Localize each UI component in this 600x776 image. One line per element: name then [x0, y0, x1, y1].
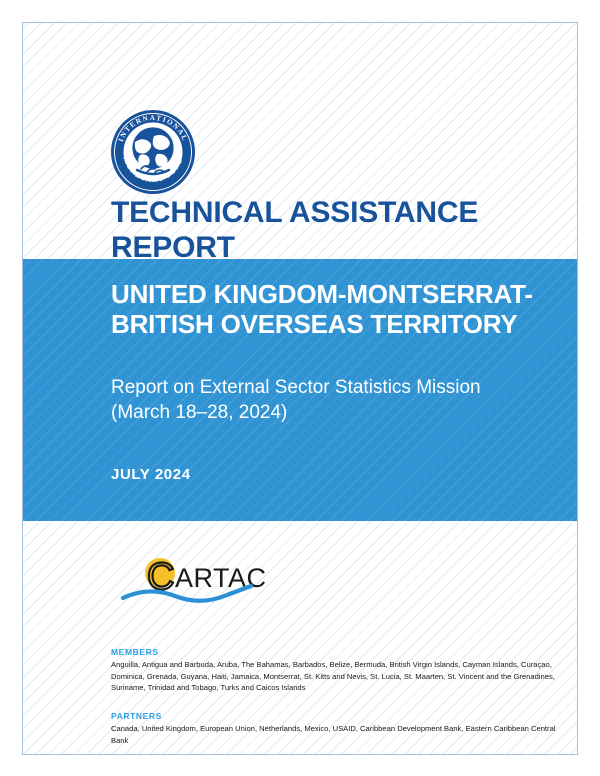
partners-list: Canada, United Kingdom, European Union, …	[111, 724, 556, 745]
members-section: MEMBERS Anguilla, Antigua and Barbuda, A…	[111, 647, 571, 694]
subtitle-line-2: (March 18–28, 2024)	[111, 402, 288, 423]
partners-section: PARTNERS Canada, United Kingdom, Europea…	[111, 711, 571, 746]
report-type-title: TECHNICAL ASSISTANCE REPORT	[111, 196, 479, 264]
members-list: Anguilla, Antigua and Barbuda, Aruba, Th…	[111, 660, 555, 692]
cartac-sun-icon	[145, 558, 175, 588]
members-heading: MEMBERS	[111, 647, 159, 657]
cartac-wordmark: ARTAC	[175, 563, 267, 593]
country-title: UNITED KINGDOM-MONTSERRAT-BRITISH OVERSE…	[111, 279, 533, 339]
cartac-wave-icon	[120, 583, 254, 603]
imf-seal-logo: INTERNATIONAL MONETARY FUND	[107, 106, 199, 198]
cartac-logo: C ARTAC	[119, 551, 279, 613]
report-subtitle: Report on External Sector Statistics Mis…	[111, 375, 541, 425]
cover-page: INTERNATIONAL MONETARY FUND TECHNICAL AS…	[22, 22, 578, 755]
subtitle-line-1: Report on External Sector Statistics Mis…	[111, 377, 481, 398]
title-banner: UNITED KINGDOM-MONTSERRAT-BRITISH OVERSE…	[23, 259, 577, 521]
publication-date: JULY 2024	[111, 466, 191, 483]
partners-heading: PARTNERS	[111, 711, 162, 721]
